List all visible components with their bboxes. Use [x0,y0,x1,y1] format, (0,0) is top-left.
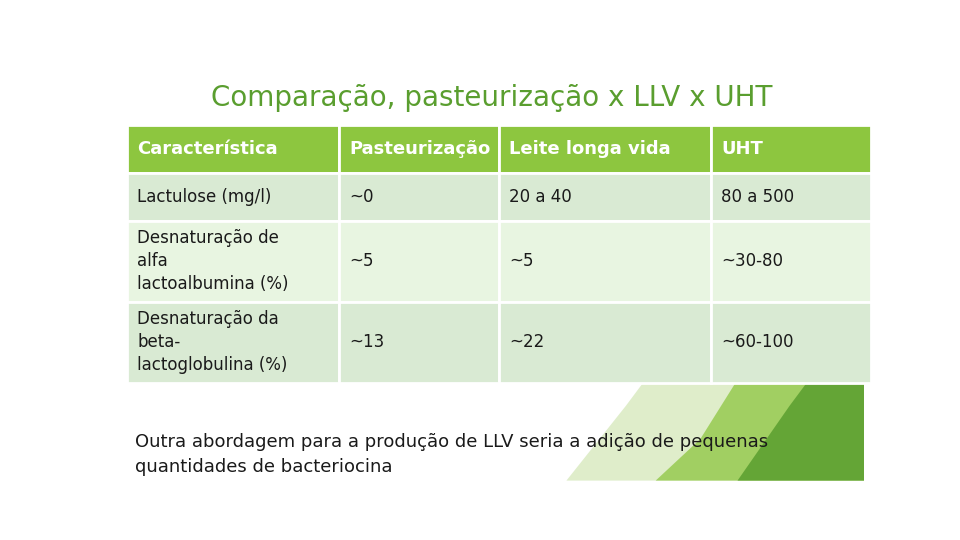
Text: 80 a 500: 80 a 500 [721,188,794,206]
Bar [499,302,711,383]
Bar [128,125,340,173]
Bar [499,173,711,221]
Bar [499,221,711,302]
Bar [340,302,499,383]
Text: Outra abordagem para a produção de LLV seria a adição de pequenas
quantidades de: Outra abordagem para a produção de LLV s… [134,433,768,476]
Polygon shape [656,252,864,481]
Text: UHT: UHT [721,140,763,158]
Text: Pasteurização: Pasteurização [349,140,491,158]
Bar [128,302,340,383]
Text: Comparação, pasteurização x LLV x UHT: Comparação, pasteurização x LLV x UHT [211,84,773,112]
Bar [340,221,499,302]
Text: ~22: ~22 [509,333,544,352]
Text: ~60-100: ~60-100 [721,333,794,352]
Text: ~30-80: ~30-80 [721,252,783,270]
Bar [340,125,499,173]
Bar [711,125,872,173]
Bar [711,173,872,221]
Text: Leite longa vida: Leite longa vida [509,140,671,158]
Polygon shape [737,306,864,481]
Bar [711,221,872,302]
Text: ~5: ~5 [509,252,534,270]
Text: ~5: ~5 [349,252,373,270]
Bar [128,221,340,302]
Text: Desnaturação de
alfa
lactoalbumina (%): Desnaturação de alfa lactoalbumina (%) [137,230,289,293]
Text: ~13: ~13 [349,333,384,352]
Text: ~0: ~0 [349,188,373,206]
Text: Lactulose (mg/l): Lactulose (mg/l) [137,188,272,206]
Bar [711,302,872,383]
Bar [340,173,499,221]
Text: 20 a 40: 20 a 40 [509,188,572,206]
Bar [128,173,340,221]
Polygon shape [566,181,864,481]
Text: Característica: Característica [137,140,277,158]
Text: Desnaturação da
beta-
lactoglobulina (%): Desnaturação da beta- lactoglobulina (%) [137,310,287,374]
Bar [499,125,711,173]
